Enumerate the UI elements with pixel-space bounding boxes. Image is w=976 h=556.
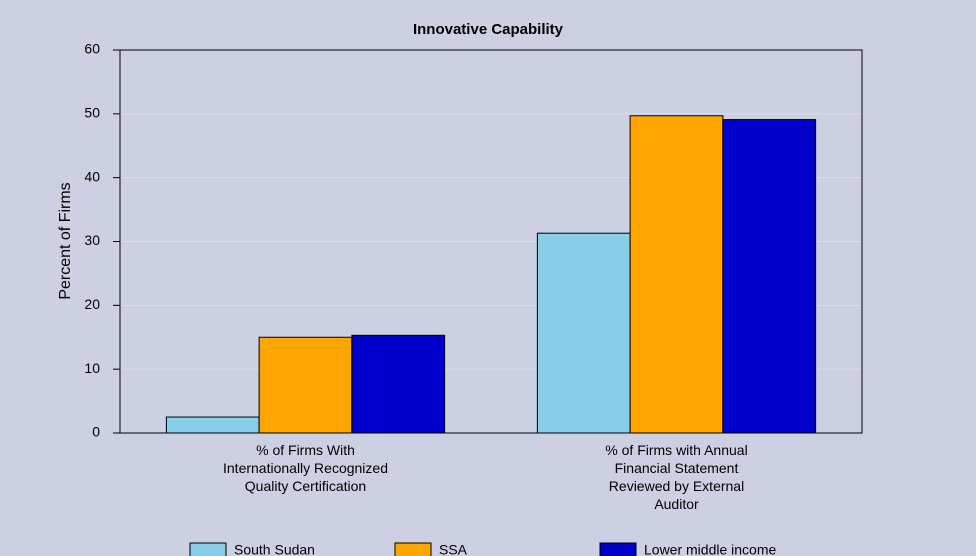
- bar: [722, 119, 817, 434]
- y-tick-label: 10: [84, 360, 100, 376]
- y-tick-label: 50: [84, 105, 100, 121]
- x-tick-label: % of Firms With Internationally Recognize…: [223, 442, 388, 494]
- y-tick-label: 0: [92, 424, 100, 440]
- legend-swatch: [189, 542, 227, 556]
- legend-label: Lower middle income: [644, 542, 776, 556]
- y-tick-label: 40: [84, 168, 100, 184]
- chart-title: Innovative Capability: [413, 21, 564, 38]
- legend-label: South Sudan: [234, 542, 315, 556]
- legend-label: SSA: [439, 542, 468, 556]
- bar: [536, 232, 631, 434]
- bar: [351, 334, 446, 434]
- bar: [629, 115, 724, 434]
- legend-swatch: [599, 542, 637, 556]
- bar: [258, 336, 353, 434]
- y-tick-label: 60: [84, 41, 100, 57]
- plot-frame: [119, 49, 863, 434]
- y-axis-title: Percent of Firms: [57, 182, 74, 299]
- y-tick-label: 20: [84, 296, 100, 312]
- y-tick-label: 30: [84, 232, 100, 248]
- legend-swatch: [394, 542, 432, 556]
- bar: [165, 416, 260, 434]
- x-tick-label: % of Firms with Annual Financial Statemen…: [605, 442, 747, 512]
